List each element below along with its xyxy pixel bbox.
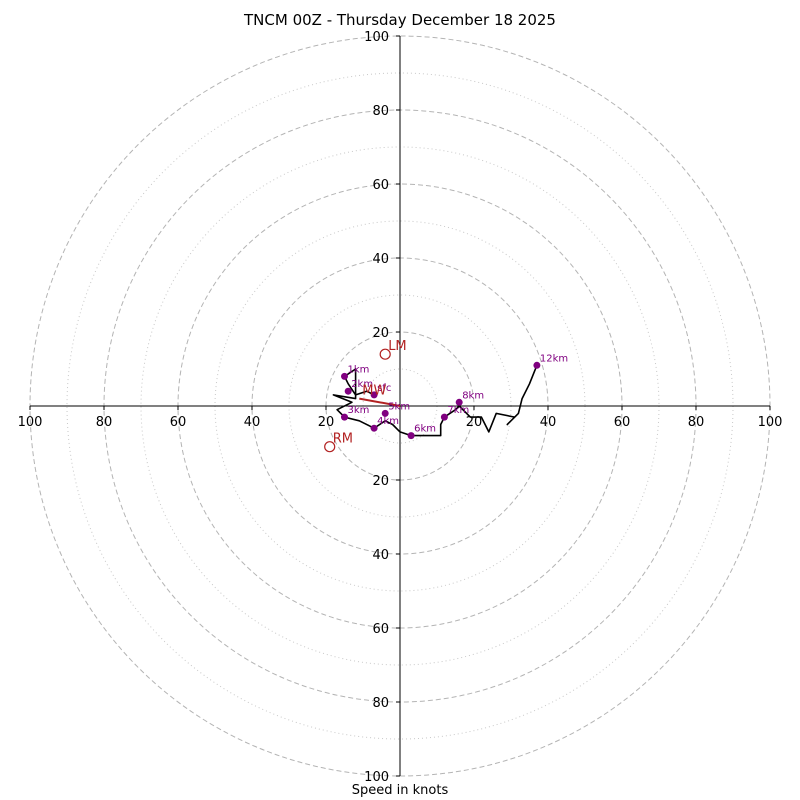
y-tick-label: 40 <box>372 252 389 267</box>
height-marker-label: 7km <box>447 405 469 416</box>
x-tick-label: 20 <box>466 415 483 430</box>
height-marker-1km: 1km <box>341 364 369 380</box>
height-marker-label: 4km <box>377 416 399 427</box>
height-marker-12km: 12km <box>533 353 568 369</box>
height-marker-label: 5km <box>388 401 410 412</box>
storm-motion-label: LM <box>388 339 406 354</box>
x-tick-label: 100 <box>758 415 783 430</box>
height-marker-7km: 7km <box>440 405 469 421</box>
height-marker-label: 12km <box>540 353 568 364</box>
storm-motion-LM: LM <box>379 339 407 360</box>
storm-motion-RM: RM <box>324 432 353 453</box>
height-marker-dot <box>407 432 415 440</box>
height-marker-dot <box>440 413 448 421</box>
height-markers: sfc 1km 2km 3km 4km 5km 6km 7km 8km 12km <box>341 353 568 440</box>
y-tick-label: 60 <box>372 622 389 637</box>
height-marker-6km: 6km <box>407 424 436 440</box>
y-tick-label: 60 <box>372 178 389 193</box>
height-marker-5km: 5km <box>381 401 410 417</box>
y-tick-label: 20 <box>372 474 389 489</box>
height-marker-dot <box>381 409 389 417</box>
height-marker-dot <box>533 361 541 369</box>
x-tick-label: 80 <box>96 415 113 430</box>
height-marker-8km: 8km <box>455 390 484 406</box>
height-marker-label: 3km <box>348 405 370 416</box>
x-tick-label: 80 <box>688 415 705 430</box>
y-tick-label: 20 <box>372 326 389 341</box>
storm-motion-circle <box>379 348 391 360</box>
tick-labels: 100 80 60 40 20 20 40 60 80 100 100 80 60 40 20 20 40 60 8… <box>18 30 783 785</box>
height-marker-3km: 3km <box>341 405 369 421</box>
chart-title: TNCM 00Z - Thursday December 18 2025 <box>244 11 556 29</box>
x-tick-label: 60 <box>170 415 187 430</box>
x-tick-label: 60 <box>614 415 631 430</box>
height-marker-dot <box>455 398 463 406</box>
storm-motion-circle <box>324 441 336 453</box>
height-marker-dot <box>341 413 348 421</box>
y-tick-label: 40 <box>372 548 389 563</box>
height-marker-label: 2km <box>351 379 373 390</box>
mean-vector-line <box>359 397 401 407</box>
height-marker-label: 6km <box>414 424 436 435</box>
height-marker-label: 1km <box>348 364 370 375</box>
x-tick-label: 40 <box>244 415 261 430</box>
x-axis-label: Speed in knots <box>351 783 449 798</box>
x-tick-label: 20 <box>318 415 335 430</box>
y-tick-label: 100 <box>364 30 389 45</box>
y-tick-label: 100 <box>364 770 389 785</box>
x-tick-label: 100 <box>18 415 43 430</box>
height-marker-dot <box>344 387 352 395</box>
y-tick-label: 80 <box>372 696 389 711</box>
height-marker-label: sfc <box>377 383 391 394</box>
mean-wind-vector <box>359 397 401 407</box>
height-marker-dot <box>370 424 378 432</box>
height-marker-4km: 4km <box>370 416 399 432</box>
x-tick-label: 40 <box>540 415 557 430</box>
height-marker-dot <box>370 391 378 399</box>
storm-motion-label: MW <box>362 384 386 399</box>
height-marker-label: 8km <box>462 390 484 401</box>
storm-motion-label: RM <box>333 432 353 447</box>
height-marker-2km: 2km <box>344 379 373 395</box>
height-marker-sfc: sfc <box>370 383 391 399</box>
y-tick-label: 80 <box>372 104 389 119</box>
storm-motion-MW: MW <box>362 384 386 399</box>
storm-motion-markers: LM RM MW <box>324 339 407 453</box>
height-marker-dot <box>341 372 348 380</box>
